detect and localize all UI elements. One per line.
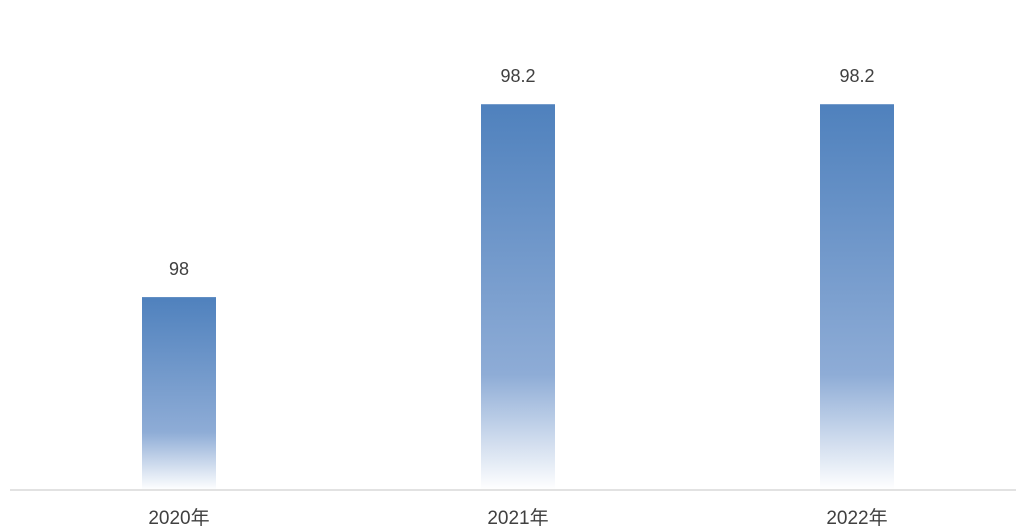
bar-2021年: [481, 104, 555, 490]
x-tick-labels-layer: 2020年 2021年 2022年: [148, 507, 887, 529]
x-tick-label: 2022年: [826, 507, 887, 529]
bar-2020年: [142, 297, 216, 490]
bar-2022年: [820, 104, 894, 490]
data-label: 98.2: [500, 66, 535, 86]
bars-layer: [142, 104, 894, 490]
data-label: 98: [169, 259, 189, 279]
data-labels-layer: 98 98.2 98.2: [169, 66, 875, 279]
data-label: 98.2: [839, 66, 874, 86]
x-tick-label: 2021年: [487, 507, 548, 529]
x-tick-label: 2020年: [148, 507, 209, 529]
